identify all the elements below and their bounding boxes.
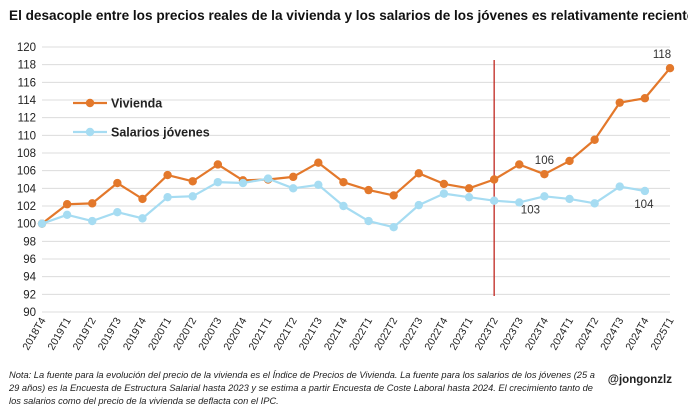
data-point	[439, 189, 449, 198]
data-point	[540, 192, 549, 201]
data-point	[289, 172, 298, 182]
y-axis-ticks: 90 92 94 96 98 100 102 104 106 108 110 112 114 116 118…	[17, 42, 37, 319]
data-point	[414, 200, 423, 210]
data-label: 106	[535, 155, 554, 167]
data-label: 118	[653, 49, 671, 61]
data-point	[88, 216, 97, 226]
y-tick-label: 118	[18, 60, 36, 72]
data-point	[389, 191, 398, 200]
data-point	[665, 63, 675, 73]
y-tick-label: 114	[18, 95, 37, 107]
y-tick-label: 104	[17, 183, 37, 195]
data-point	[489, 175, 499, 184]
y-tick-label: 90	[23, 307, 36, 319]
data-point	[113, 207, 122, 217]
legend: Vivienda Salarios jóvenes	[73, 97, 210, 140]
data-point	[238, 178, 248, 188]
data-point	[590, 135, 599, 144]
data-point	[37, 219, 47, 228]
data-point	[565, 194, 574, 204]
x-tick-label: 2025T1	[648, 315, 676, 352]
data-point	[62, 200, 72, 209]
data-point	[640, 94, 650, 103]
data-point	[540, 170, 549, 179]
data-point	[515, 198, 524, 207]
y-tick-label: 92	[23, 289, 36, 301]
data-point	[163, 192, 172, 202]
data-point	[364, 185, 373, 195]
data-label: 104	[634, 199, 654, 211]
annotations-layer: 118 106 103 104	[521, 49, 671, 216]
y-tick-label: 94	[23, 272, 36, 284]
legend-label: Salarios jóvenes	[111, 126, 210, 140]
data-point	[489, 196, 499, 205]
data-point	[113, 178, 122, 188]
y-tick-label: 110	[18, 130, 36, 142]
footnote: Nota: La fuente para la evolución del pr…	[9, 370, 595, 406]
data-point	[339, 201, 348, 211]
data-point	[289, 184, 298, 193]
data-point	[88, 199, 97, 208]
data-point	[163, 170, 172, 180]
legend-marker	[85, 98, 95, 108]
series-layer	[37, 63, 675, 232]
data-point	[615, 182, 624, 191]
data-point	[138, 214, 147, 223]
data-point	[263, 174, 273, 183]
data-point	[640, 186, 650, 196]
data-point	[439, 179, 449, 189]
legend-marker	[85, 127, 95, 137]
y-tick-label: 120	[17, 42, 36, 54]
data-label: 103	[521, 204, 540, 216]
y-tick-label: 98	[23, 236, 36, 248]
y-tick-label: 102	[17, 201, 36, 213]
y-tick-label: 108	[17, 148, 36, 160]
y-tick-label: 116	[18, 77, 36, 89]
data-point	[590, 199, 599, 208]
data-point	[213, 160, 223, 169]
data-point	[414, 169, 423, 178]
data-point	[188, 177, 197, 186]
data-point	[213, 177, 223, 187]
data-point	[138, 194, 147, 204]
data-point	[364, 216, 373, 226]
data-point	[389, 223, 398, 232]
data-point	[339, 177, 348, 187]
y-tick-label: 100	[17, 219, 36, 231]
chart-title: El desacople entre los precios reales de…	[9, 8, 688, 23]
legend-label: Vivienda	[111, 97, 163, 111]
author-handle: @jongonzlz	[607, 374, 672, 386]
grid-lines	[42, 46, 670, 313]
data-point	[314, 180, 323, 189]
data-point	[62, 210, 72, 220]
y-tick-label: 112	[18, 113, 36, 125]
y-tick-label: 96	[23, 254, 36, 266]
data-point	[515, 160, 524, 169]
x-axis-ticks: 2018T42019T12019T22019T32019T42020T12020…	[20, 315, 676, 352]
series-line	[41, 67, 671, 225]
data-point	[464, 192, 474, 202]
y-tick-label: 106	[17, 166, 36, 178]
data-point	[314, 158, 323, 167]
data-point	[464, 184, 474, 193]
data-point	[188, 192, 197, 201]
data-point	[565, 156, 574, 166]
data-point	[615, 98, 624, 107]
